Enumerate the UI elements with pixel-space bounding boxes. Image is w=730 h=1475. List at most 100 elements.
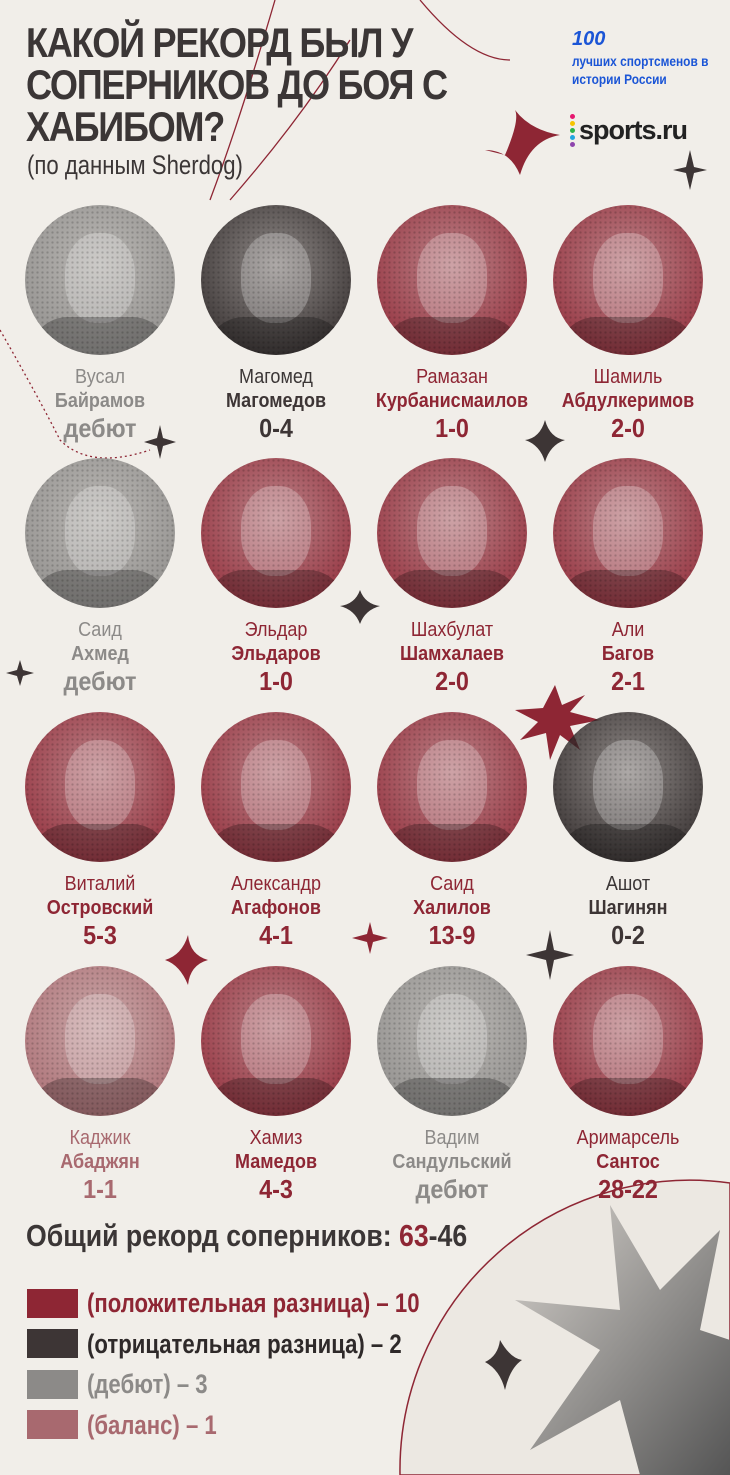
brand-number: 100 — [572, 28, 606, 50]
opponent-first-name: Шамиль — [593, 366, 663, 388]
opponent-last-name: Ахмед — [71, 643, 129, 665]
opponent-first-name: Хамиз — [249, 1127, 303, 1149]
opponent-first-name: Каджик — [69, 1127, 131, 1149]
opponent-photo — [25, 712, 175, 862]
opponent-record: дебют — [63, 413, 137, 443]
opponent-first-name: Александр — [230, 873, 322, 895]
opponent-record: дебют — [63, 666, 137, 696]
opponent-card: Вусал Байрамов дебют — [12, 205, 188, 443]
opponent-first-name: Рамазан — [416, 366, 488, 388]
legend-swatch — [27, 1288, 78, 1318]
legend-item: (баланс) – 1 — [27, 1405, 493, 1446]
opponent-card: Вадим Сандульский дебют — [364, 966, 540, 1204]
opponent-photo — [25, 205, 175, 355]
opponent-last-name: Эльдаров — [231, 643, 321, 665]
opponent-card: Хамиз Мамедов 4-3 — [188, 966, 364, 1204]
opponent-record: 0-2 — [611, 920, 645, 950]
opponent-record: 1-0 — [435, 413, 469, 443]
opponent-record: 1-1 — [83, 1174, 117, 1204]
opponent-first-name: Эльдар — [244, 619, 308, 641]
opponent-record: дебют — [415, 1174, 489, 1204]
sports-ru-logo: sports.ru — [570, 114, 688, 147]
opponent-photo — [377, 458, 527, 608]
legend-item: (положительная разница) – 10 — [27, 1283, 493, 1324]
opponent-record: 4-1 — [259, 920, 293, 950]
opponent-record: 5-3 — [83, 920, 117, 950]
opponent-first-name: Ашот — [605, 873, 651, 895]
opponent-first-name: Магомед — [239, 366, 313, 388]
opponent-photo — [553, 458, 703, 608]
legend-label: (положительная разница) – 10 — [87, 1288, 420, 1319]
opponent-card: Шамиль Абдулкеримов 2-0 — [540, 205, 716, 443]
opponent-last-name: Островский — [46, 897, 154, 919]
opponent-photo — [553, 712, 703, 862]
opponent-card: Аримарсель Сантос 28-22 — [540, 966, 716, 1204]
opponent-record: 2-0 — [611, 413, 645, 443]
opponent-last-name: Шамхалаев — [400, 643, 504, 665]
opponent-photo — [377, 712, 527, 862]
opponent-first-name: Вусал — [74, 366, 126, 388]
opponent-photo — [25, 458, 175, 608]
opponent-card: Саид Ахмед дебют — [12, 458, 188, 696]
opponent-photo — [201, 458, 351, 608]
opponent-last-name: Халилов — [413, 897, 491, 919]
opponent-card: Магомед Магомедов 0-4 — [188, 205, 364, 443]
opponent-record: 0-4 — [259, 413, 293, 443]
opponent-last-name: Абдулкеримов — [561, 390, 695, 412]
opponent-card: Саид Халилов 13-9 — [364, 712, 540, 950]
total-record-label: Общий рекорд соперников: — [26, 1218, 392, 1253]
opponent-last-name: Курбанисмаилов — [375, 390, 529, 412]
opponent-photo — [377, 966, 527, 1116]
opponent-photo — [25, 966, 175, 1116]
opponent-photo — [377, 205, 527, 355]
opponent-card: Шахбулат Шамхалаев 2-0 — [364, 458, 540, 696]
legend-swatch — [27, 1329, 78, 1359]
opponent-first-name: Виталий — [64, 873, 136, 895]
diamond-shape — [485, 110, 560, 175]
opponent-last-name: Сантос — [596, 1151, 660, 1173]
opponent-first-name: Вадим — [424, 1127, 480, 1149]
opponent-card: Каджик Абаджян 1-1 — [12, 966, 188, 1204]
opponent-last-name: Сандульский — [392, 1151, 512, 1173]
opponent-record: 28-22 — [598, 1174, 658, 1204]
opponent-first-name: Али — [611, 619, 645, 641]
legend: (положительная разница) – 10 (отрицательн… — [27, 1283, 493, 1445]
legend-swatch — [27, 1410, 78, 1440]
opponent-last-name: Абаджян — [60, 1151, 140, 1173]
opponent-photo — [201, 712, 351, 862]
opponent-card: Рамазан Курбанисмаилов 1-0 — [364, 205, 540, 443]
brand-tagline: лучших спортсменов в истории России — [572, 53, 709, 87]
opponent-last-name: Магомедов — [225, 390, 327, 412]
opponent-record: 13-9 — [428, 920, 476, 950]
logo-dots-icon — [570, 114, 575, 147]
legend-label: (баланс) – 1 — [87, 1409, 217, 1440]
opponent-first-name: Шахбулат — [410, 619, 494, 641]
opponent-record: 2-0 — [435, 666, 469, 696]
opponent-record: 2-1 — [611, 666, 645, 696]
opponent-first-name: Саид — [78, 619, 122, 641]
total-losses: -46 — [428, 1218, 468, 1253]
legend-label: (отрицательная разница) – 2 — [87, 1328, 402, 1359]
opponent-last-name: Багов — [601, 643, 655, 665]
opponent-photo — [553, 205, 703, 355]
opponent-card: Али Багов 2-1 — [540, 458, 716, 696]
legend-swatch — [27, 1369, 78, 1399]
page-title: КАКОЙ РЕКОРД БЫЛ У СОПЕРНИКОВ ДО БОЯ С Х… — [26, 19, 448, 150]
opponent-last-name: Мамедов — [234, 1151, 318, 1173]
legend-item: (дебют) – 3 — [27, 1364, 493, 1405]
page-subtitle: (по данным Sherdog) — [27, 150, 243, 180]
opponent-last-name: Байрамов — [54, 390, 146, 412]
opponent-photo — [201, 205, 351, 355]
opponent-last-name: Шагинян — [588, 897, 668, 919]
opponent-photo — [553, 966, 703, 1116]
opponent-first-name: Саид — [430, 873, 474, 895]
logo-text: sports.ru — [579, 115, 688, 145]
opponent-first-name: Аримарсель — [576, 1127, 680, 1149]
opponent-record: 4-3 — [259, 1174, 293, 1204]
opponent-record: 1-0 — [259, 666, 293, 696]
opponent-photo — [201, 966, 351, 1116]
opponent-card: Александр Агафонов 4-1 — [188, 712, 364, 950]
sparkle-shape — [673, 150, 707, 190]
total-record: Общий рекорд соперников: 63-46 — [26, 1218, 467, 1254]
